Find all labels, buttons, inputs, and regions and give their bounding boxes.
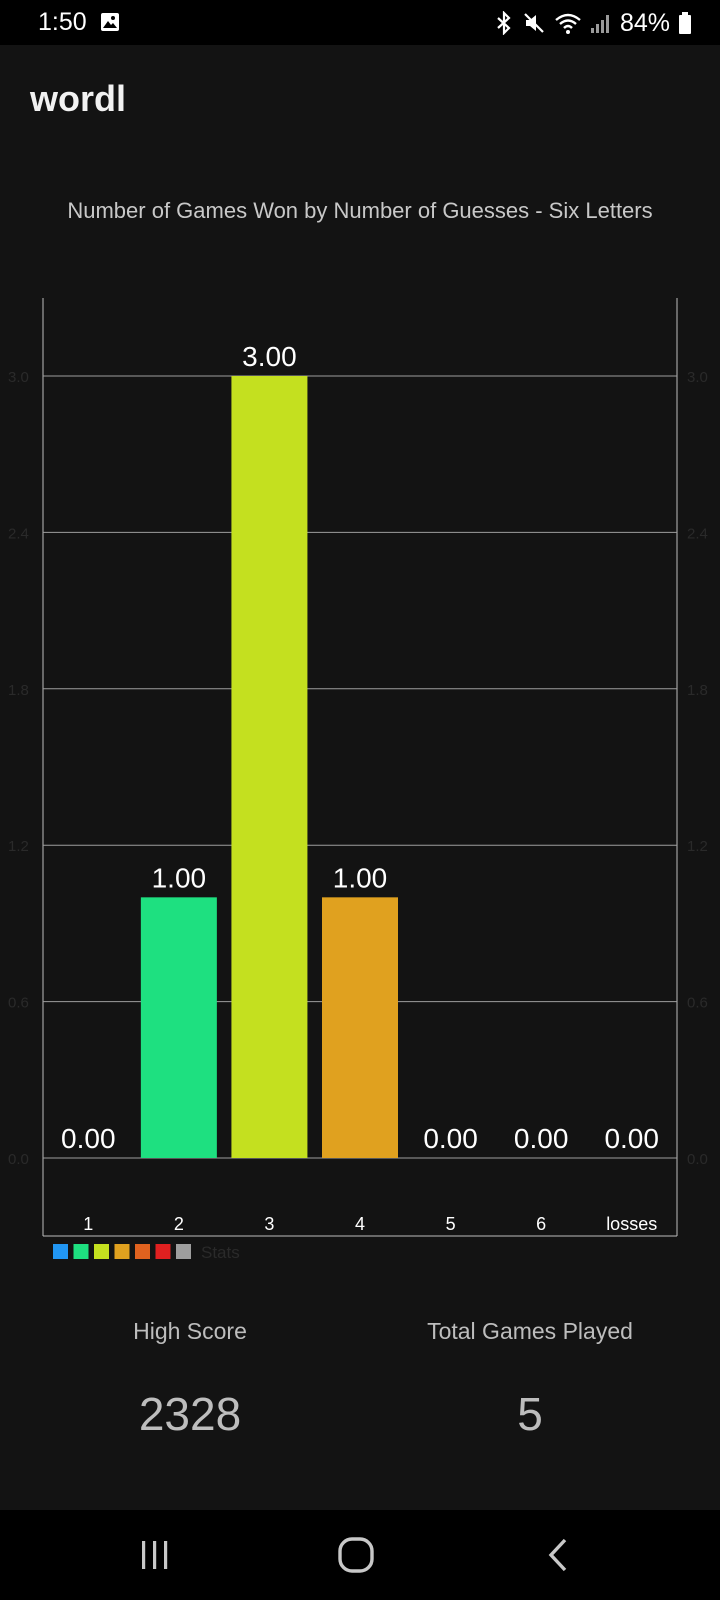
x-tick-label: 5 — [446, 1214, 456, 1234]
battery-icon — [679, 12, 691, 34]
x-tick-label: 4 — [355, 1214, 365, 1234]
home-icon — [338, 1537, 374, 1573]
back-icon — [548, 1538, 567, 1572]
bar-value-label: 0.00 — [604, 1123, 659, 1154]
y-tick-label-right: 1.8 — [687, 682, 708, 699]
x-tick-label: 6 — [536, 1214, 546, 1234]
y-tick-label-right: 3.0 — [687, 369, 708, 386]
y-tick-label-left: 0.6 — [8, 995, 29, 1012]
y-tick-label-right: 1.2 — [687, 838, 708, 855]
legend-swatch — [155, 1244, 171, 1259]
y-tick-label-left: 2.4 — [8, 525, 29, 542]
high-score-value: 2328 — [138, 1388, 242, 1440]
bar-value-label: 0.00 — [514, 1123, 569, 1154]
bar-chart: 0.0 0.0 0.6 0.6 1.2 1.2 1.8 1.8 2.4 2.4 3.0 3.0 0.00… — [8, 298, 708, 1262]
y-tick-label-left: 3.0 — [8, 369, 29, 386]
y-tick-label-right: 2.4 — [687, 525, 708, 542]
back-button[interactable] — [528, 1535, 588, 1575]
x-tick-label: 2 — [174, 1214, 184, 1234]
high-score-block: High Score 2328 — [40, 1318, 340, 1441]
gallery-icon — [100, 12, 120, 37]
signal-icon — [590, 15, 609, 33]
high-score-label: High Score — [133, 1318, 247, 1344]
total-games-block: Total Games Played 5 — [380, 1318, 680, 1441]
legend-swatch — [114, 1244, 130, 1259]
total-games-value: 5 — [517, 1388, 543, 1440]
bar-4 — [322, 897, 398, 1158]
x-tick-label: 3 — [264, 1214, 274, 1234]
home-button[interactable] — [326, 1535, 386, 1575]
app-title: wordl — [30, 78, 126, 119]
bar-2 — [140, 897, 217, 1158]
x-tick-label: 1 — [83, 1214, 93, 1234]
total-games-label: Total Games Played — [427, 1318, 633, 1344]
recents-button[interactable] — [125, 1535, 185, 1575]
bar-value-label: 1.00 — [152, 862, 207, 893]
mute-icon — [524, 13, 544, 33]
legend-swatch — [53, 1244, 68, 1259]
bluetooth-icon — [497, 11, 511, 35]
y-tick-label-left: 0.0 — [8, 1151, 29, 1168]
status-time: 1:50 — [38, 8, 87, 36]
status-bar: 1:50 84% — [0, 0, 720, 45]
bar-3 — [231, 376, 308, 1158]
bar-value-label: 0.00 — [423, 1123, 478, 1154]
y-tick-label-right: 0.0 — [687, 1151, 708, 1168]
legend-swatch — [94, 1244, 109, 1259]
bar-value-label: 0.00 — [61, 1123, 116, 1154]
bar-value-label: 1.00 — [333, 862, 388, 893]
x-tick-label: losses — [606, 1214, 657, 1234]
wifi-icon — [555, 13, 581, 34]
recents-icon — [142, 1541, 168, 1569]
battery-percent: 84% — [619, 8, 670, 37]
chart-title: Number of Games Won by Number of Guesses… — [67, 198, 653, 223]
navigation-bar — [0, 1510, 720, 1600]
legend-label: Stats — [201, 1243, 240, 1262]
legend-swatch — [176, 1244, 191, 1259]
bar-value-label: 3.00 — [242, 341, 297, 372]
legend-swatch — [73, 1244, 89, 1259]
legend-swatch — [135, 1244, 150, 1259]
status-icons: 84% — [494, 8, 692, 38]
y-tick-label-left: 1.8 — [8, 682, 29, 699]
y-tick-label-right: 0.6 — [687, 995, 708, 1012]
y-tick-label-left: 1.2 — [8, 838, 29, 855]
